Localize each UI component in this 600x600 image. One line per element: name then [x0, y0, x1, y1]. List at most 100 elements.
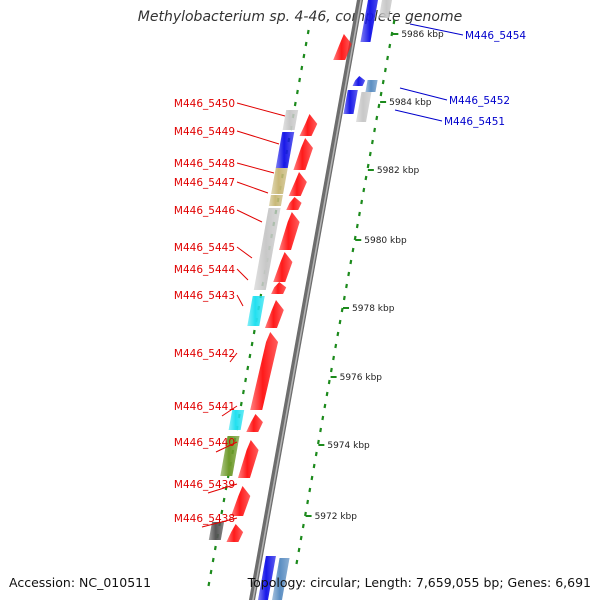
gene-feature: [273, 252, 293, 282]
right-dotted-track-dot: [368, 151, 372, 157]
gene-feature: [282, 110, 299, 130]
left-leader-line: [215, 441, 238, 453]
gene-feature: [299, 114, 318, 136]
left-dotted-track-dot: [239, 401, 243, 407]
gene-feature: [268, 195, 283, 206]
left-dotted-track-dot: [222, 497, 226, 503]
right-dotted-track-dot: [295, 559, 299, 565]
left-leader-line: [236, 246, 253, 259]
left-dotted-track-dot: [209, 569, 213, 575]
right-dotted-track-dot: [340, 307, 344, 313]
scale-label: 5982 kbp: [377, 166, 420, 176]
gene-feature: [356, 92, 372, 122]
right-dotted-track-dot: [379, 91, 383, 97]
left-leader-line: [236, 181, 269, 194]
right-dotted-track-dot: [308, 487, 312, 493]
gene-feature: [258, 556, 276, 600]
right-dotted-track-dot: [370, 139, 374, 145]
left-dotted-track-dot: [302, 53, 306, 59]
left-dotted-track-dot: [298, 77, 302, 83]
right-dotted-track-dot: [321, 415, 325, 421]
gene-feature: [228, 410, 245, 430]
left-gene-label: M446_5446: [174, 205, 235, 217]
left-gene-label: M446_5447: [174, 177, 235, 189]
left-leader-line: [221, 405, 238, 417]
right-dotted-track-dot: [338, 319, 342, 325]
gene-feature: [333, 34, 352, 60]
left-dotted-track-dot: [207, 581, 211, 587]
genome-backbone-highlight: [252, 0, 362, 600]
left-leader-line: [236, 130, 280, 145]
gene-feature: [226, 524, 244, 542]
left-dotted-track-dot: [220, 509, 224, 515]
right-leader-line: [394, 109, 443, 122]
gene-feature: [250, 332, 279, 410]
accession-label: Accession: NC_010511: [9, 575, 152, 590]
gene-feature: [360, 0, 378, 42]
right-dotted-track-dot: [297, 547, 301, 553]
left-gene-label: M446_5440: [174, 437, 235, 449]
left-leader-line: [236, 209, 263, 223]
left-leader-line: [236, 102, 286, 117]
gene-feature: [246, 414, 263, 432]
gene-feature: [220, 436, 240, 476]
right-dotted-track-dot: [381, 79, 385, 85]
right-leader-line: [399, 87, 448, 101]
right-dotted-track-dot: [355, 223, 359, 229]
gene-feature: [293, 138, 313, 170]
right-dotted-track-dot: [383, 67, 387, 73]
left-leader-line: [236, 268, 249, 281]
right-dotted-track-dot: [327, 379, 331, 385]
gene-feature: [365, 80, 378, 92]
gene-feature: [208, 522, 225, 540]
right-dotted-track-dot: [375, 115, 379, 121]
gene-feature: [343, 90, 358, 114]
left-gene-label: M446_5449: [174, 126, 235, 138]
left-leader-line: [236, 294, 244, 307]
left-leader-line: [236, 162, 275, 174]
gene-feature: [272, 558, 290, 600]
right-dotted-track-dot: [332, 355, 336, 361]
right-dotted-track-dot: [351, 247, 355, 253]
right-dotted-track-dot: [342, 295, 346, 301]
right-dotted-track-dot: [349, 259, 353, 265]
gene-feature: [253, 208, 281, 290]
right-dotted-track-dot: [304, 511, 307, 517]
right-gene-label: M446_5451: [444, 116, 505, 128]
right-dotted-track-dot: [316, 439, 320, 445]
left-dotted-track-dot: [304, 41, 308, 47]
left-gene-label: M446_5450: [174, 98, 235, 110]
scale-label: 5986 kbp: [401, 30, 444, 40]
right-dotted-track-dot: [364, 175, 368, 181]
left-dotted-track-dot: [246, 365, 250, 371]
right-dotted-track-dot: [373, 127, 377, 133]
gene-feature: [275, 132, 295, 168]
right-dotted-track-dot: [312, 463, 316, 469]
right-dotted-track-dot: [336, 331, 340, 337]
right-dotted-track-dot: [310, 475, 314, 481]
left-dotted-track-dot: [248, 353, 252, 359]
scale-label: 5974 kbp: [327, 441, 370, 451]
left-gene-label: M446_5444: [174, 264, 235, 276]
right-dotted-track-dot: [392, 19, 396, 25]
left-dotted-track-dot: [244, 377, 248, 383]
left-dotted-track-dot: [211, 557, 215, 563]
right-dotted-track-dot: [353, 235, 357, 241]
left-dotted-track-dot: [250, 341, 254, 347]
right-dotted-track-dot: [386, 55, 390, 61]
right-dotted-track-dot: [388, 43, 392, 49]
gene-feature: [271, 282, 287, 294]
right-dotted-track-dot: [319, 427, 323, 433]
right-dotted-track-dot: [345, 283, 348, 289]
right-dotted-track-dot: [390, 31, 394, 37]
gene-feature: [288, 172, 307, 196]
left-dotted-track-dot: [213, 545, 217, 551]
right-dotted-track-dot: [325, 391, 329, 397]
right-dotted-track-dot: [358, 211, 361, 217]
right-gene-label: M446_5454: [465, 30, 526, 42]
left-dotted-track-dot: [293, 101, 297, 107]
right-gene-label: M446_5452: [449, 95, 510, 107]
gene-feature: [271, 168, 288, 194]
left-gene-label: M446_5439: [174, 479, 235, 491]
